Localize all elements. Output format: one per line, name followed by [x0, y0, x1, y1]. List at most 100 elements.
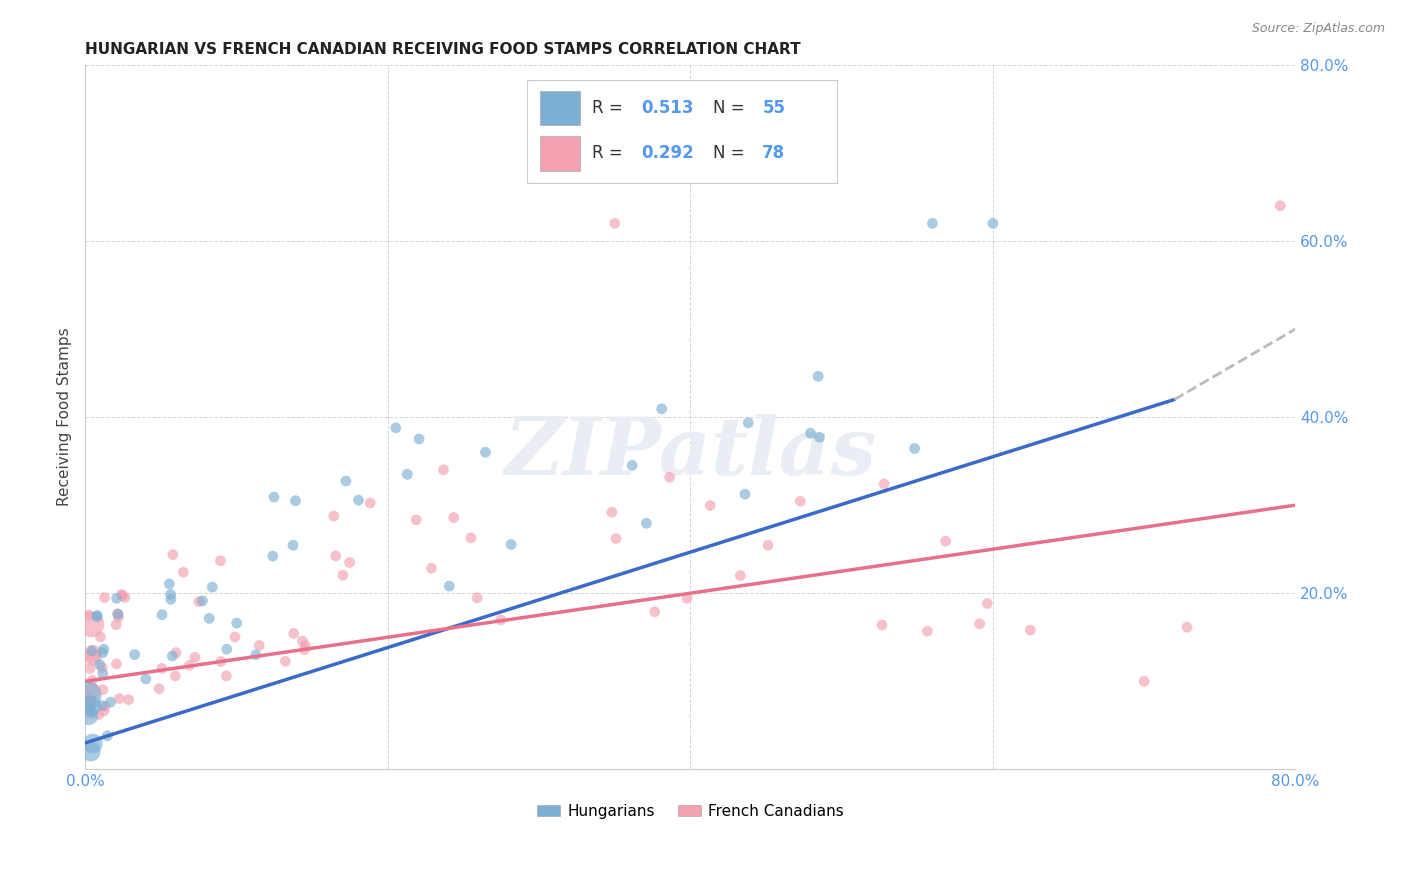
- Point: [91, 660, 114, 674]
- Text: N =: N =: [713, 99, 749, 117]
- Point: [105, 591, 128, 606]
- Point: [935, 534, 957, 549]
- Point: [82, 673, 104, 688]
- Point: [111, 589, 134, 603]
- Point: [215, 669, 238, 683]
- Point: [107, 607, 129, 622]
- Point: [107, 607, 129, 621]
- Point: [162, 648, 184, 663]
- Point: [148, 681, 170, 696]
- Point: [124, 648, 146, 662]
- Point: [294, 642, 316, 657]
- Point: [162, 548, 184, 562]
- Point: [465, 591, 488, 605]
- Point: [184, 650, 207, 665]
- Text: 0.513: 0.513: [641, 99, 695, 117]
- Point: [91, 698, 114, 713]
- Point: [676, 591, 699, 606]
- Point: [274, 654, 297, 668]
- Point: [917, 624, 939, 639]
- Text: 0.292: 0.292: [641, 145, 695, 162]
- FancyBboxPatch shape: [540, 136, 579, 170]
- Point: [294, 639, 316, 653]
- Point: [359, 496, 381, 510]
- Point: [262, 549, 284, 563]
- Point: [225, 615, 247, 630]
- Point: [443, 510, 465, 524]
- Point: [644, 605, 666, 619]
- Text: 78: 78: [762, 145, 786, 162]
- Point: [921, 216, 943, 230]
- Point: [79, 662, 101, 676]
- Text: R =: R =: [592, 99, 628, 117]
- Point: [651, 401, 673, 416]
- Point: [291, 634, 314, 648]
- Point: [89, 630, 111, 644]
- Text: Source: ZipAtlas.com: Source: ZipAtlas.com: [1251, 22, 1385, 36]
- Point: [94, 699, 117, 714]
- Point: [347, 493, 370, 508]
- Point: [105, 617, 128, 632]
- Text: HUNGARIAN VS FRENCH CANADIAN RECEIVING FOOD STAMPS CORRELATION CHART: HUNGARIAN VS FRENCH CANADIAN RECEIVING F…: [86, 42, 801, 57]
- Point: [79, 706, 101, 721]
- Point: [636, 516, 658, 531]
- Point: [93, 591, 115, 605]
- Point: [77, 708, 100, 723]
- Point: [1133, 674, 1156, 689]
- Point: [172, 566, 194, 580]
- Point: [91, 666, 114, 681]
- Point: [439, 579, 461, 593]
- Point: [110, 588, 132, 602]
- Point: [80, 698, 103, 713]
- Point: [105, 657, 128, 671]
- Point: [157, 576, 180, 591]
- Point: [89, 657, 111, 672]
- Point: [489, 613, 512, 627]
- Point: [150, 661, 173, 675]
- Point: [135, 672, 157, 686]
- Point: [873, 476, 896, 491]
- Point: [118, 692, 141, 706]
- Point: [224, 630, 246, 644]
- Y-axis label: Receiving Food Stamps: Receiving Food Stamps: [58, 327, 72, 507]
- Point: [165, 646, 187, 660]
- Point: [600, 505, 623, 519]
- Point: [87, 707, 110, 722]
- Point: [191, 594, 214, 608]
- Point: [108, 691, 131, 706]
- Point: [86, 608, 108, 623]
- Point: [263, 490, 285, 504]
- Point: [86, 609, 108, 624]
- Point: [215, 642, 238, 657]
- Point: [82, 647, 104, 661]
- Point: [159, 587, 181, 601]
- Point: [730, 568, 752, 582]
- Point: [870, 618, 893, 632]
- Point: [107, 610, 129, 624]
- Point: [80, 705, 103, 719]
- Point: [420, 561, 443, 575]
- Point: [808, 430, 831, 444]
- Point: [396, 467, 419, 482]
- Point: [756, 538, 779, 552]
- Point: [1175, 620, 1198, 634]
- Point: [981, 216, 1004, 230]
- Point: [621, 458, 644, 473]
- Point: [82, 649, 104, 664]
- Point: [501, 537, 523, 551]
- Point: [799, 426, 821, 441]
- Point: [969, 616, 991, 631]
- Point: [201, 580, 224, 594]
- Text: 55: 55: [762, 99, 786, 117]
- Point: [789, 494, 811, 508]
- Point: [283, 626, 305, 640]
- Point: [209, 655, 232, 669]
- Point: [603, 216, 626, 230]
- Text: ZIPatlas: ZIPatlas: [505, 414, 876, 491]
- Point: [179, 658, 201, 673]
- Point: [76, 695, 98, 709]
- Point: [187, 594, 209, 608]
- Point: [165, 669, 187, 683]
- Point: [699, 499, 721, 513]
- Point: [91, 682, 114, 697]
